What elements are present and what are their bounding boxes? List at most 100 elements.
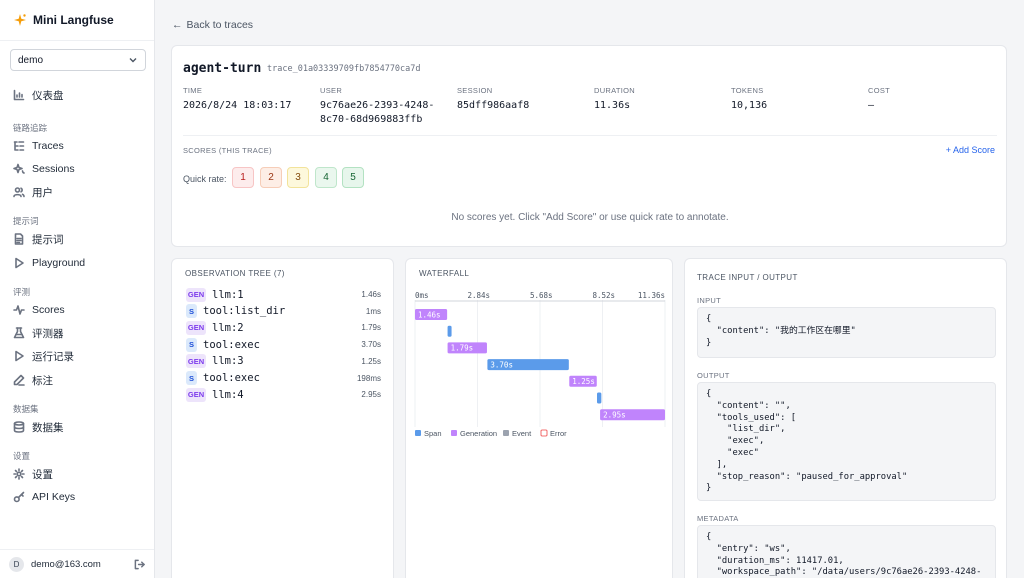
axis-tick-label: 0ms — [415, 291, 429, 300]
observation-row[interactable]: GEN llm:2 1.79s — [186, 320, 381, 335]
observation-type-badge: S — [186, 337, 197, 352]
back-to-traces-link[interactable]: ← Back to traces — [172, 19, 253, 31]
nav-section-settings: 设置 — [13, 451, 31, 461]
sidebar-item-evaluators[interactable]: 评测器 — [13, 324, 64, 342]
sidebar-item-settings[interactable]: 设置 — [13, 465, 53, 483]
legend-swatch — [540, 429, 548, 437]
sidebar-item-playground[interactable]: Playground — [13, 254, 85, 272]
input-label: INPUT — [697, 296, 721, 305]
logout-icon[interactable] — [134, 559, 145, 570]
panel-title: WATERFALL — [419, 269, 470, 278]
meta-cost: COST – — [868, 86, 890, 113]
sidebar-item-label: Traces — [32, 140, 64, 152]
flask-icon — [13, 327, 25, 339]
sidebar-item-scores[interactable]: Scores — [13, 301, 65, 319]
waterfall-bar-span[interactable] — [487, 359, 569, 371]
meta-session: SESSION 85dff986aaf8 — [457, 86, 529, 113]
quick-rate-3-button[interactable]: 3 — [287, 167, 309, 188]
key-icon — [13, 491, 25, 503]
meta-label: USER — [320, 86, 343, 95]
legend-swatch — [451, 430, 457, 436]
sidebar-item-label: 标注 — [32, 374, 53, 387]
observation-row[interactable]: GEN llm:3 1.25s — [186, 354, 381, 369]
observation-duration: 198ms — [356, 373, 381, 383]
sidebar-item-label: 提示词 — [32, 233, 64, 246]
sidebar: Mini Langfuse demo 仪表盘 链路追踪 Traces Sessi… — [0, 0, 155, 578]
scores-title: SCORES (THIS TRACE) — [183, 146, 272, 155]
file-text-icon — [14, 233, 24, 245]
sidebar-item-runs[interactable]: 运行记录 — [13, 347, 74, 365]
meta-value[interactable]: 85dff986aaf8 — [457, 100, 530, 111]
legend-label: Generation — [460, 429, 497, 438]
meta-label: COST — [868, 86, 891, 95]
quick-rate-4-button[interactable]: 4 — [315, 167, 337, 188]
legend-swatch — [415, 430, 421, 436]
input-json[interactable]: { "content": "我的工作区在哪里" } — [697, 307, 996, 358]
axis-tick-label: 2.84s — [468, 291, 491, 300]
sidebar-item-sessions[interactable]: Sessions — [13, 160, 75, 178]
meta-label: TIME — [183, 86, 203, 95]
meta-label: TOKENS — [731, 86, 764, 95]
meta-time: TIME 2026/8/24 18:03:17 — [183, 86, 291, 113]
nav-section-tracing: 链路追踪 — [13, 123, 48, 133]
users-icon — [13, 187, 25, 198]
observation-row[interactable]: GEN llm:4 2.95s — [186, 387, 381, 402]
trace-io-panel: TRACE INPUT / OUTPUT INPUT { "content": … — [684, 258, 1007, 578]
waterfall-bar-generation[interactable] — [447, 342, 487, 354]
sidebar-item-label: 用户 — [32, 186, 53, 199]
project-select[interactable]: demo — [10, 49, 146, 71]
observation-name: tool:list_dir — [203, 305, 286, 318]
waterfall-panel: WATERFALL 0ms 2.84s 5.68s 8.52s 11.36s 1.46s 1… — [405, 258, 673, 578]
meta-value[interactable]: 9c76ae26-2393-4248- 8c70-68d969883ffb — [320, 99, 434, 127]
sidebar-item-annotation[interactable]: 标注 — [13, 371, 53, 389]
chevron-down-icon — [129, 58, 137, 63]
quick-rate-1-button[interactable]: 1 — [232, 167, 254, 188]
observation-name: tool:exec — [203, 338, 260, 351]
metadata-label: METADATA — [697, 514, 739, 523]
legend-swatch — [503, 430, 509, 436]
brand[interactable]: Mini Langfuse — [13, 13, 114, 27]
observation-duration: 2.95s — [361, 390, 381, 400]
meta-duration: DURATION 11.36s — [594, 86, 635, 113]
metadata-json[interactable]: { "entry": "ws", "duration_ms": 11417.01… — [697, 525, 996, 578]
sidebar-item-traces[interactable]: Traces — [13, 137, 64, 155]
observation-duration: 1.79s — [361, 323, 381, 333]
panel-title: OBSERVATION TREE (7) — [185, 269, 285, 278]
legend-label: Error — [550, 429, 567, 438]
sidebar-item-prompts[interactable]: 提示词 — [13, 230, 64, 248]
observation-name: tool:exec — [203, 372, 260, 384]
sidebar-item-datasets[interactable]: 数据集 — [13, 418, 64, 436]
waterfall-bar-span[interactable] — [447, 325, 452, 337]
sidebar-item-api-keys[interactable]: API Keys — [13, 488, 75, 506]
observation-type-badge: GEN — [186, 287, 206, 302]
observation-name: llm:3 — [212, 355, 244, 368]
play-icon — [15, 350, 24, 362]
sidebar-item-users[interactable]: 用户 — [13, 183, 53, 201]
sidebar-item-label: Playground — [32, 257, 86, 269]
sidebar-item-label: 数据集 — [32, 421, 64, 434]
axis-tick-label: 5.68s — [530, 291, 553, 300]
observation-row[interactable]: GEN llm:1 1.46s — [186, 287, 381, 302]
waterfall-bar-generation[interactable] — [415, 309, 448, 320]
arrow-left-icon: ← — [172, 19, 183, 31]
nav-section-eval: 评测 — [13, 287, 31, 297]
waterfall-bar-generation[interactable] — [600, 409, 665, 421]
quick-rate-5-button[interactable]: 5 — [342, 167, 364, 188]
waterfall-bar-generation[interactable] — [569, 375, 597, 387]
waterfall-bar-span[interactable] — [596, 392, 602, 404]
project-select-value: demo — [18, 54, 44, 66]
sidebar-item-dashboard[interactable]: 仪表盘 — [13, 86, 64, 104]
add-score-button[interactable]: + Add Score — [945, 145, 995, 155]
panel-title: TRACE INPUT / OUTPUT — [697, 273, 798, 282]
avatar: D — [9, 556, 24, 572]
quick-rate-2-button[interactable]: 2 — [260, 167, 282, 188]
observation-name: llm:1 — [212, 288, 244, 301]
output-json[interactable]: { "content": "", "tools_used": [ "list_d… — [697, 382, 996, 501]
logo-icon — [14, 14, 26, 26]
sidebar-item-label: API Keys — [32, 491, 76, 503]
legend-label: Event — [512, 429, 532, 438]
